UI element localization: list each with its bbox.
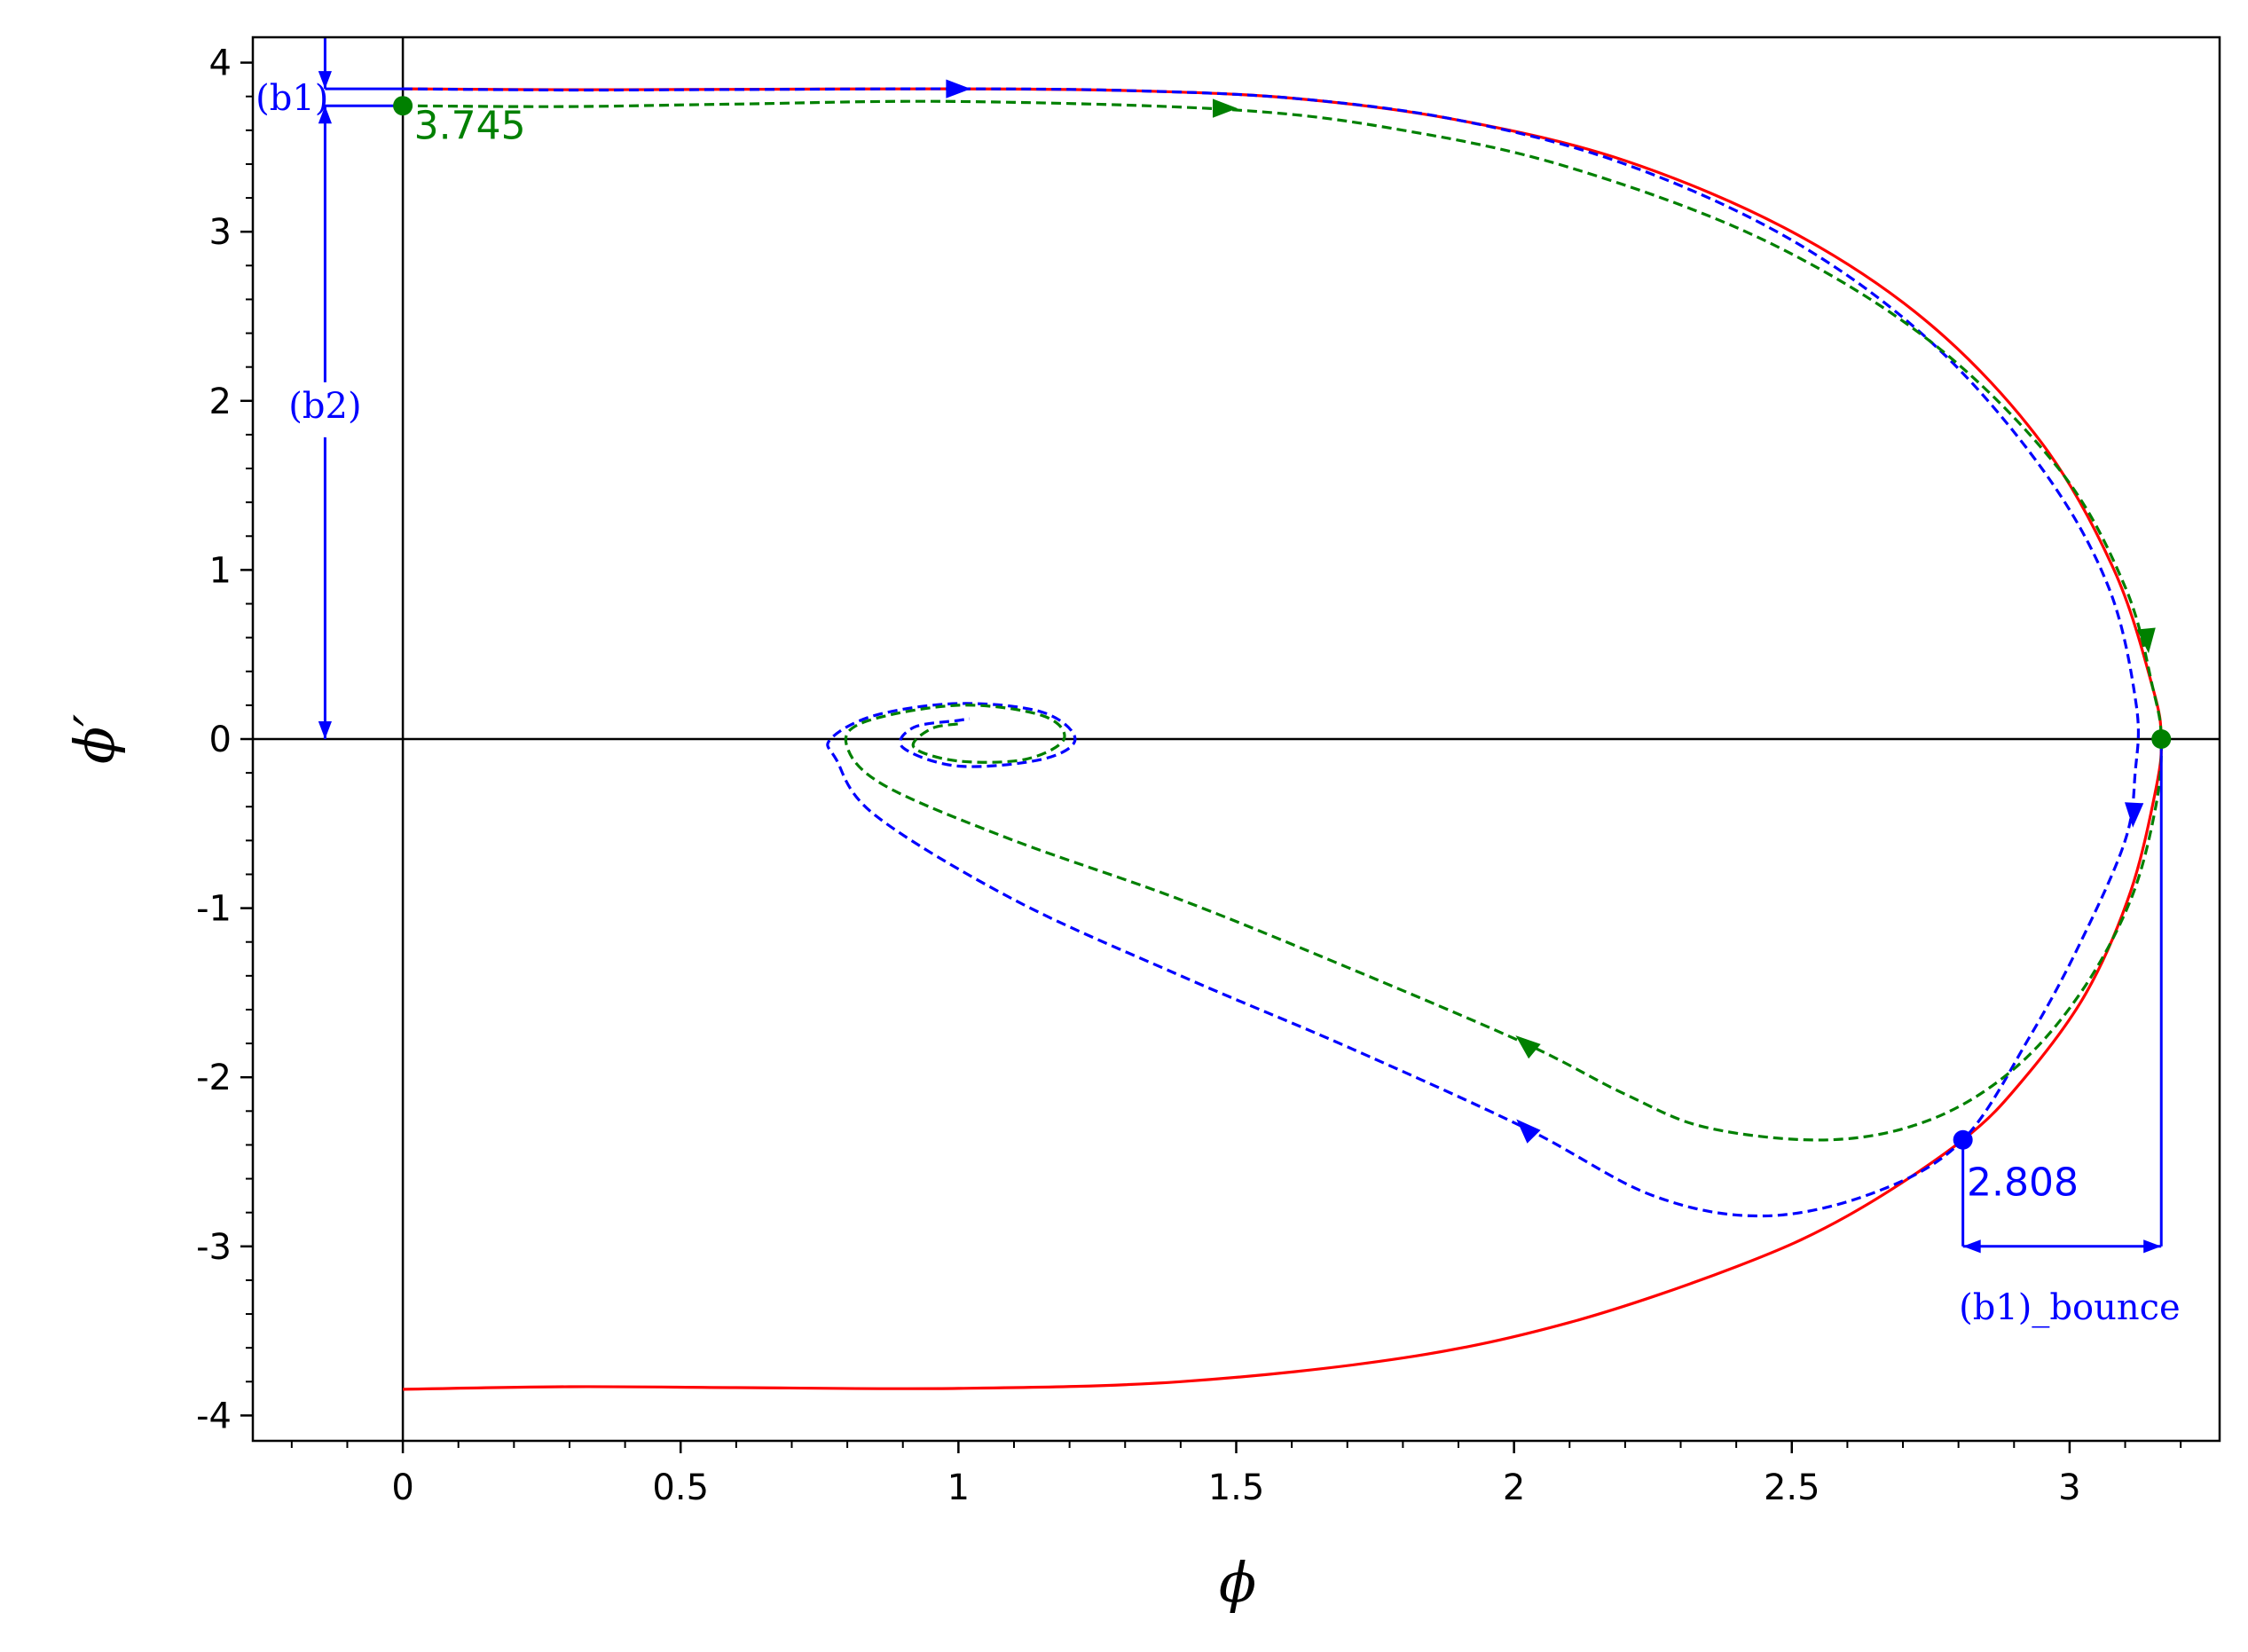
x-tick-label: 0.5 (652, 1467, 709, 1508)
y-tick-label: 4 (209, 43, 232, 84)
annotation-label-1: 2.808 (1967, 1160, 2079, 1206)
annotation-label-3: (b2) (288, 386, 361, 427)
direction-arrow-2 (2136, 627, 2156, 654)
direction-arrow-1 (1213, 98, 1238, 118)
x-axis-ticks: 0 0.5 1 1.5 2 2.5 3 (290, 1441, 2182, 1508)
direction-arrow-3 (2125, 802, 2144, 828)
direction-arrow-0 (946, 79, 971, 98)
annotation-label-4: (b1)_bounce (1959, 1287, 2181, 1328)
markers (393, 96, 2172, 1150)
dimension-arrow-end-3 (318, 721, 332, 739)
annotations: 3.745 2.808 (b1) (b2) (b1)_bounce (255, 78, 2181, 1328)
x-tick-label: 3 (2058, 1467, 2080, 1508)
point-marker-2 (1953, 1129, 1973, 1150)
annotation-label-2: (b1) (255, 78, 328, 119)
y-tick-label: 2 (209, 382, 232, 422)
y-tick-label: -3 (196, 1227, 232, 1268)
x-tick-label: 1 (947, 1467, 970, 1508)
dimension-lines (318, 37, 2163, 1254)
x-tick-label: 1.5 (1208, 1467, 1265, 1508)
y-tick-label: -2 (196, 1058, 232, 1098)
series-line-2 (403, 99, 2163, 1142)
point-marker-0 (393, 96, 413, 116)
x-axis-label: ϕ (1219, 1550, 1256, 1615)
dimension-arrow-end-2 (318, 71, 332, 90)
x-tick-label: 2.5 (1764, 1467, 1820, 1508)
y-tick-label: -4 (196, 1396, 232, 1436)
dimension-arrow-end-6 (2143, 1239, 2162, 1254)
direction-arrows (946, 79, 2156, 1144)
direction-arrow-4 (1515, 1035, 1541, 1059)
y-tick-label: -1 (196, 889, 232, 930)
y-tick-label: 0 (209, 720, 232, 760)
annotation-backing-3 (287, 382, 363, 437)
series-line-1 (403, 87, 2141, 1218)
dimension-arrow-start-3 (318, 106, 332, 124)
point-marker-1 (2151, 729, 2172, 749)
zero-lines (253, 37, 2220, 1441)
y-tick-label: 1 (209, 550, 232, 591)
dimension-arrow-start-6 (1962, 1239, 1981, 1254)
y-axis-label: ϕ′ (62, 714, 127, 764)
annotation-label-0: 3.745 (414, 103, 526, 148)
direction-arrow-5 (1516, 1119, 1541, 1144)
y-axis-ticks: -4 -3 -2 -1 0 1 2 3 4 (196, 43, 253, 1436)
y-tick-label: 3 (209, 212, 232, 253)
x-tick-label: 0 (391, 1467, 413, 1508)
x-tick-label: 2 (1503, 1467, 1525, 1508)
